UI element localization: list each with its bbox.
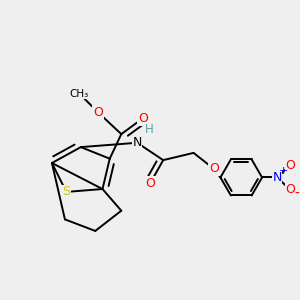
Text: O: O bbox=[285, 159, 295, 172]
Text: H: H bbox=[144, 123, 153, 136]
Text: O: O bbox=[138, 112, 148, 125]
Text: S: S bbox=[62, 185, 70, 198]
Text: +: + bbox=[279, 166, 288, 176]
Text: O: O bbox=[285, 183, 295, 196]
Text: N: N bbox=[272, 171, 282, 184]
Text: O: O bbox=[145, 177, 155, 190]
Text: -: - bbox=[294, 187, 299, 201]
Text: CH₃: CH₃ bbox=[70, 88, 89, 99]
Text: N: N bbox=[133, 136, 142, 149]
Text: O: O bbox=[209, 162, 219, 175]
Text: O: O bbox=[93, 106, 103, 119]
